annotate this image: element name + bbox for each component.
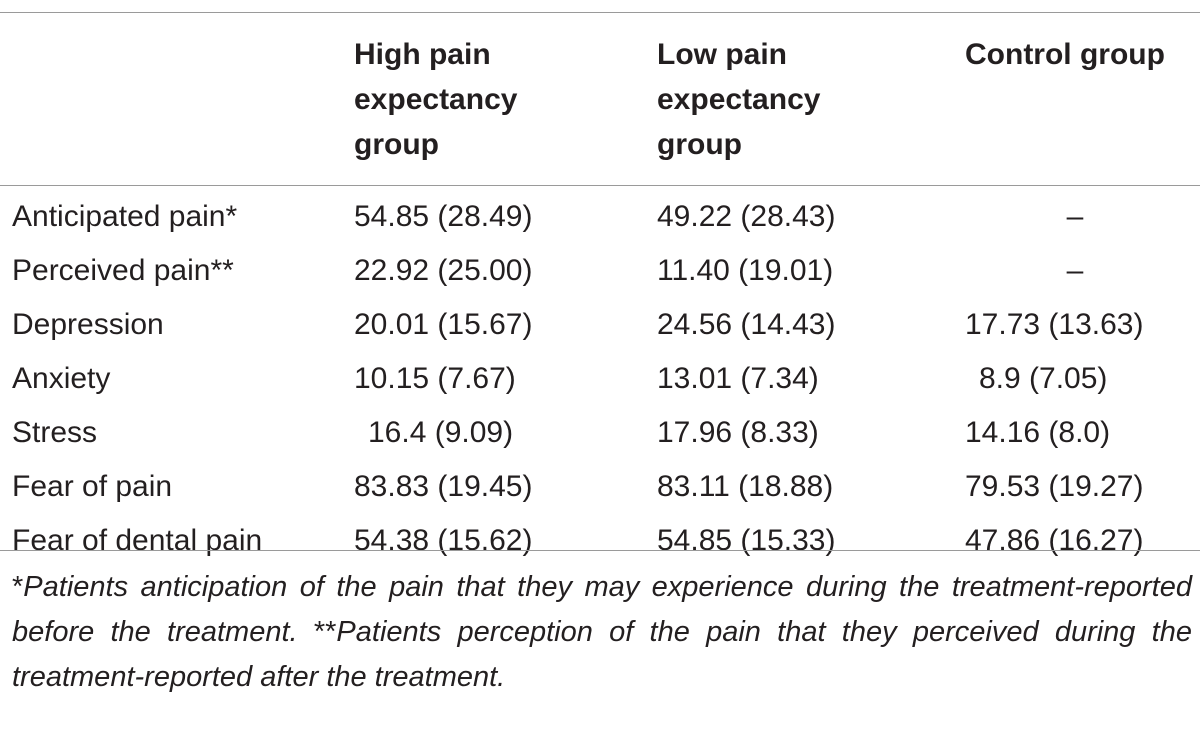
header-empty-cell [0,13,340,185]
cell-low-pain: 24.56 (14.43) [657,308,836,341]
footnote-text-anticipated: Patients anticipation of the pain that t… [12,571,1192,648]
cell-low-pain: 83.11 (18.88) [657,470,834,503]
header-line: expectancy [354,83,518,116]
cell-control: 14.16 (8.0) [965,416,1111,449]
header-low-pain-group: Low pain expectancy group [645,13,950,185]
results-table: High pain expectancy group Low pain expe… [0,13,1200,185]
header-line: Low pain [657,38,787,71]
cell-high-pain: 20.01 (15.67) [354,308,533,341]
cell-high-pain: 54.85 (28.49) [354,200,533,233]
cell-control: 47.86 (16.27) [965,524,1144,557]
results-table-body: Anticipated pain* 54.85 (28.49) 49.22 (2… [0,186,1200,568]
table-header-row: High pain expectancy group Low pain expe… [0,13,1200,185]
footnote-text-perceived: Patients perception of the pain that the… [12,616,1192,693]
table-row: Depression 20.01 (15.67) 24.56 (14.43) 1… [0,298,1200,352]
footnote-mark-single: * [12,571,24,603]
cell-low-pain: 49.22 (28.43) [657,200,836,233]
row-label: Depression [12,308,164,341]
cell-high-pain: 22.92 (25.00) [354,254,533,287]
row-label: Perceived pain** [12,254,234,287]
table-top-rule [0,12,1200,13]
table-row: Anticipated pain* 54.85 (28.49) 49.22 (2… [0,186,1200,244]
cell-control: 8.9 (7.05) [950,352,1200,406]
header-line: group [657,128,742,161]
cell-control-value: 8.9 (7.05) [979,362,1108,395]
cell-high-pain: 16.4 (9.09) [340,406,645,460]
cell-control: 79.53 (19.27) [965,470,1144,503]
cell-control: – [1066,200,1084,233]
table-footnote: *Patients anticipation of the pain that … [12,565,1192,700]
header-line: Control group [965,38,1165,71]
table-row: Fear of dental pain 54.38 (15.62) 54.85 … [0,514,1200,568]
cell-low-pain: 54.85 (15.33) [657,524,836,557]
header-line: expectancy [657,83,821,116]
row-label: Anxiety [12,362,111,395]
table-row: Anxiety 10.15 (7.67) 13.01 (7.34) 8.9 (7… [0,352,1200,406]
row-label: Fear of dental pain [12,524,263,557]
header-line: group [354,128,439,161]
row-label: Stress [12,416,98,449]
row-label: Anticipated pain* [12,200,238,233]
table-row: Stress 16.4 (9.09) 17.96 (8.33) 14.16 (8… [0,406,1200,460]
cell-high-pain-value: 16.4 (9.09) [368,416,514,449]
cell-high-pain: 54.38 (15.62) [354,524,533,557]
row-label: Fear of pain [12,470,173,503]
cell-low-pain: 11.40 (19.01) [657,254,834,287]
table-row: Perceived pain** 22.92 (25.00) 11.40 (19… [0,244,1200,298]
cell-control: 17.73 (13.63) [965,308,1144,341]
results-table-container: High pain expectancy group Low pain expe… [0,12,1200,568]
header-divider-rule [0,185,1200,186]
cell-high-pain: 83.83 (19.45) [354,470,533,503]
table-bottom-rule [0,550,1200,551]
cell-low-pain: 17.96 (8.33) [657,416,819,449]
cell-control: – [1066,254,1084,287]
cell-high-pain: 10.15 (7.67) [354,362,516,395]
header-control-group: Control group [950,13,1200,185]
table-row: Fear of pain 83.83 (19.45) 83.11 (18.88)… [0,460,1200,514]
footnote-mark-double: ** [313,616,337,648]
header-high-pain-group: High pain expectancy group [340,13,645,185]
header-line: High pain [354,38,491,71]
cell-low-pain: 13.01 (7.34) [657,362,819,395]
